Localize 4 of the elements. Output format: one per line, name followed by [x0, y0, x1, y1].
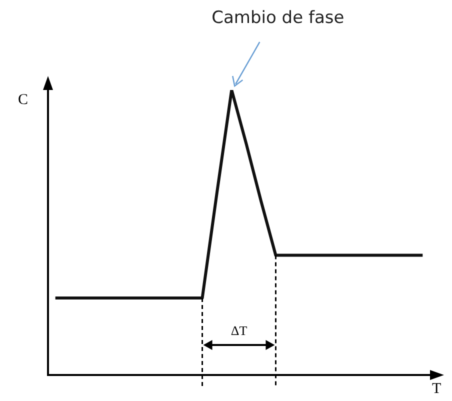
annotation: ΔT [230, 323, 248, 339]
y-axis-title: C [18, 92, 28, 109]
x-axis-title: T [432, 381, 442, 398]
text: Cambio de fase [212, 8, 344, 28]
